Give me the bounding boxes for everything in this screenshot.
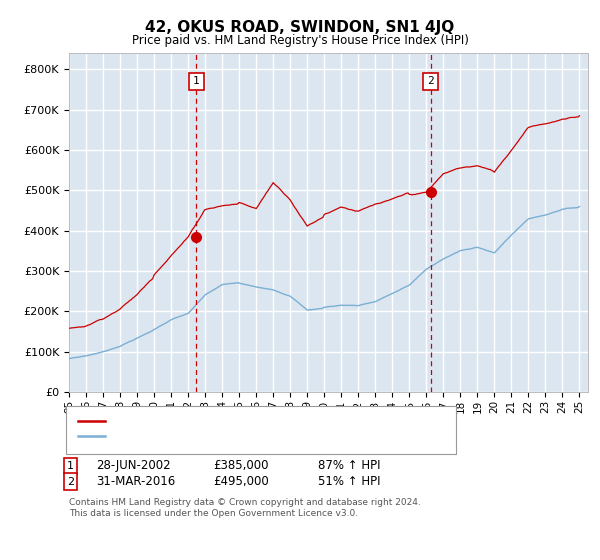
Text: 2: 2 (427, 76, 434, 86)
Text: 1: 1 (67, 461, 74, 471)
Text: 28-JUN-2002: 28-JUN-2002 (96, 459, 170, 473)
Text: 31-MAR-2016: 31-MAR-2016 (96, 475, 175, 488)
Text: £385,000: £385,000 (213, 459, 269, 473)
Text: £495,000: £495,000 (213, 475, 269, 488)
Text: Contains HM Land Registry data © Crown copyright and database right 2024.
This d: Contains HM Land Registry data © Crown c… (69, 498, 421, 518)
Text: 42, OKUS ROAD, SWINDON, SN1 4JQ: 42, OKUS ROAD, SWINDON, SN1 4JQ (145, 20, 455, 35)
Text: 2: 2 (67, 477, 74, 487)
Text: HPI: Average price, detached house, Swindon: HPI: Average price, detached house, Swin… (109, 431, 346, 441)
Text: 51% ↑ HPI: 51% ↑ HPI (318, 475, 380, 488)
Text: 1: 1 (193, 76, 200, 86)
Text: 87% ↑ HPI: 87% ↑ HPI (318, 459, 380, 473)
Text: Price paid vs. HM Land Registry's House Price Index (HPI): Price paid vs. HM Land Registry's House … (131, 34, 469, 46)
Text: 42, OKUS ROAD, SWINDON, SN1 4JQ (detached house): 42, OKUS ROAD, SWINDON, SN1 4JQ (detache… (109, 416, 394, 426)
